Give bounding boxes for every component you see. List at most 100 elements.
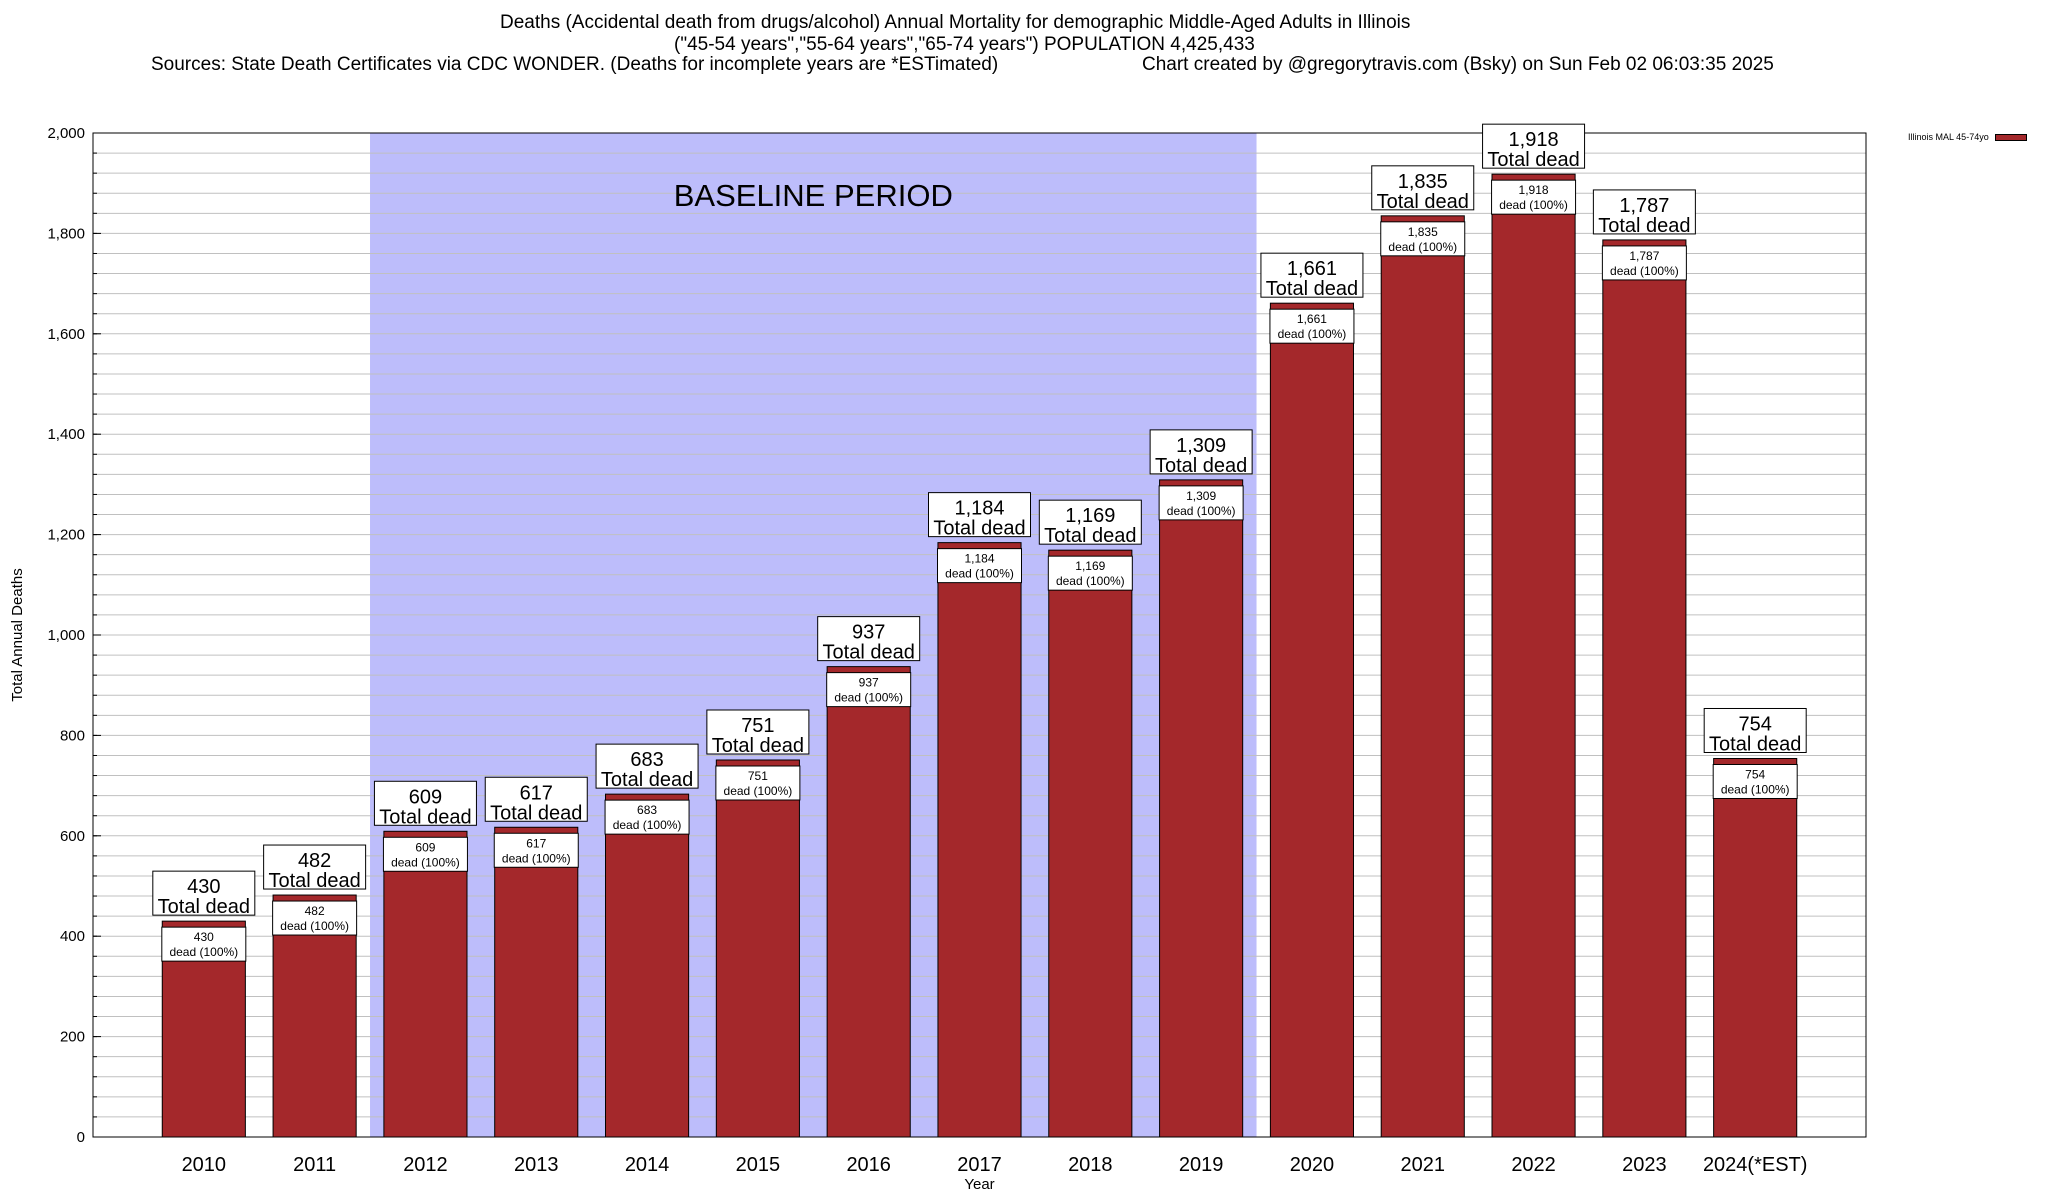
- bar-inner-label-box: [1491, 179, 1577, 215]
- chart-title: Deaths (Accidental death from drugs/alco…: [500, 12, 1411, 33]
- chart-credit: Chart created by @gregorytravis.com (Bsk…: [1142, 54, 1774, 75]
- bar-top-caption-label: Total dead: [1155, 455, 1247, 477]
- x-tick-label: 2012: [403, 1154, 448, 1176]
- bar-top-caption-label: Total dead: [1487, 149, 1579, 171]
- bar: [1491, 173, 1576, 1138]
- bar-inner-percent-label: dead (100%): [1388, 240, 1457, 254]
- bar-inner-percent-label: dead (100%): [724, 784, 793, 798]
- bar-inner-value-label: 751: [748, 769, 768, 783]
- bar-inner-value-label: 482: [305, 904, 325, 918]
- bar-top-value-label: 1,661: [1287, 258, 1337, 280]
- bar-top-caption-label: Total dead: [268, 870, 360, 892]
- bar-top-value-label: 1,184: [954, 498, 1004, 520]
- y-tick-label: 1,200: [47, 527, 85, 544]
- bar-inner-value-label: 1,918: [1519, 183, 1549, 197]
- bar-top-value-label: 1,309: [1176, 435, 1226, 457]
- bar-top-value-label: 1,787: [1619, 195, 1669, 217]
- bar-inner-percent-label: dead (100%): [1499, 198, 1568, 212]
- bar-top-value-label: 1,835: [1398, 171, 1448, 193]
- bar-top-caption-label: Total dead: [1598, 215, 1690, 237]
- bar-inner-value-label: 430: [194, 930, 214, 944]
- x-tick-label: 2016: [846, 1154, 891, 1176]
- bar-inner-value-label: 937: [859, 676, 879, 690]
- x-tick-label: 2021: [1401, 1154, 1446, 1176]
- bar-inner-label-box: [272, 900, 358, 936]
- bar-top-value-label: 751: [741, 715, 774, 737]
- y-tick-label: 0: [77, 1129, 85, 1146]
- x-tick-label: 2024(*EST): [1703, 1154, 1808, 1176]
- y-tick-label: 1,400: [47, 426, 85, 443]
- bar-top-label-box: [373, 780, 477, 826]
- x-tick-label: 2010: [182, 1154, 227, 1176]
- x-tick-label: 2015: [736, 1154, 781, 1176]
- y-tick-label: 2,000: [47, 125, 85, 142]
- bar-inner-percent-label: dead (100%): [1056, 574, 1125, 588]
- y-tick-label: 400: [60, 928, 85, 945]
- bar-top-caption-label: Total dead: [1377, 191, 1469, 213]
- bar-inner-value-label: 1,309: [1186, 489, 1216, 503]
- x-tick-label: 2018: [1068, 1154, 1113, 1176]
- bar-top-label-box: [1592, 189, 1696, 235]
- bar-inner-label-box: [1158, 485, 1244, 521]
- bar: [1380, 215, 1465, 1138]
- bar-inner-percent-label: dead (100%): [613, 818, 682, 832]
- bar-inner-label-box: [1601, 245, 1687, 281]
- bar-inner-percent-label: dead (100%): [945, 567, 1014, 581]
- bar: [826, 666, 911, 1138]
- bar-inner-value-label: 609: [415, 840, 435, 854]
- bar-inner-percent-label: dead (100%): [1610, 264, 1679, 278]
- bar-inner-percent-label: dead (100%): [1167, 504, 1236, 518]
- bar-top-label-box: [152, 870, 256, 916]
- bar-inner-percent-label: dead (100%): [502, 851, 571, 865]
- bar-top-label-box: [1149, 429, 1253, 475]
- y-tick-label: 800: [60, 727, 85, 744]
- bar-top-caption-label: Total dead: [823, 642, 915, 664]
- bar-inner-percent-label: dead (100%): [834, 691, 903, 705]
- bar-top-caption-label: Total dead: [933, 518, 1025, 540]
- bar: [494, 826, 579, 1138]
- bar-inner-value-label: 1,835: [1408, 225, 1438, 239]
- bar-inner-value-label: 1,169: [1075, 559, 1105, 573]
- bar-inner-value-label: 683: [637, 803, 657, 817]
- bar-inner-value-label: 1,184: [964, 552, 994, 566]
- legend: Illinois MAL 45-74yo: [1908, 132, 2027, 142]
- x-tick-label: 2014: [625, 1154, 670, 1176]
- bar-inner-label-box: [1047, 555, 1133, 591]
- y-tick-label: 1,600: [47, 326, 85, 343]
- bar-top-label-box: [1038, 499, 1142, 545]
- x-tick-label: 2011: [293, 1154, 336, 1176]
- chart-sources: Sources: State Death Certificates via CD…: [151, 54, 999, 75]
- bar-inner-value-label: 617: [526, 836, 546, 850]
- bar-top-caption-label: Total dead: [379, 806, 471, 828]
- bar-inner-label-box: [1269, 308, 1355, 344]
- bar-top-label-box: [1703, 707, 1807, 753]
- bar-top-value-label: 609: [409, 786, 442, 808]
- y-tick-label: 1,800: [47, 225, 85, 242]
- bar-inner-label-box: [1380, 221, 1466, 257]
- y-tick-label: 200: [60, 1029, 85, 1046]
- bar-top-caption-label: Total dead: [158, 896, 250, 918]
- bar-top-value-label: 430: [187, 876, 220, 898]
- bar-inner-label-box: [604, 799, 690, 835]
- bar-inner-label-box: [826, 672, 912, 708]
- bar-inner-label-box: [382, 836, 468, 872]
- bar-inner-value-label: 1,661: [1297, 312, 1327, 326]
- bar-top-value-label: 617: [520, 782, 553, 804]
- bar-inner-percent-label: dead (100%): [391, 855, 460, 869]
- bar-top-caption-label: Total dead: [490, 802, 582, 824]
- bar-top-label-box: [706, 709, 810, 755]
- bar-inner-value-label: 754: [1745, 767, 1765, 781]
- x-tick-label: 2023: [1622, 1154, 1667, 1176]
- x-tick-label: 2013: [514, 1154, 559, 1176]
- bar-top-value-label: 1,918: [1509, 129, 1559, 151]
- bar-top-caption-label: Total dead: [601, 769, 693, 791]
- y-tick-label: 1,000: [47, 627, 85, 644]
- x-axis-label: Year: [964, 1176, 994, 1193]
- bar-top-caption-label: Total dead: [1709, 733, 1801, 755]
- bar: [715, 759, 800, 1138]
- bar: [937, 542, 1022, 1138]
- bar-top-label-box: [263, 844, 367, 890]
- bar-inner-percent-label: dead (100%): [280, 919, 349, 933]
- bar-top-label-box: [1371, 165, 1475, 211]
